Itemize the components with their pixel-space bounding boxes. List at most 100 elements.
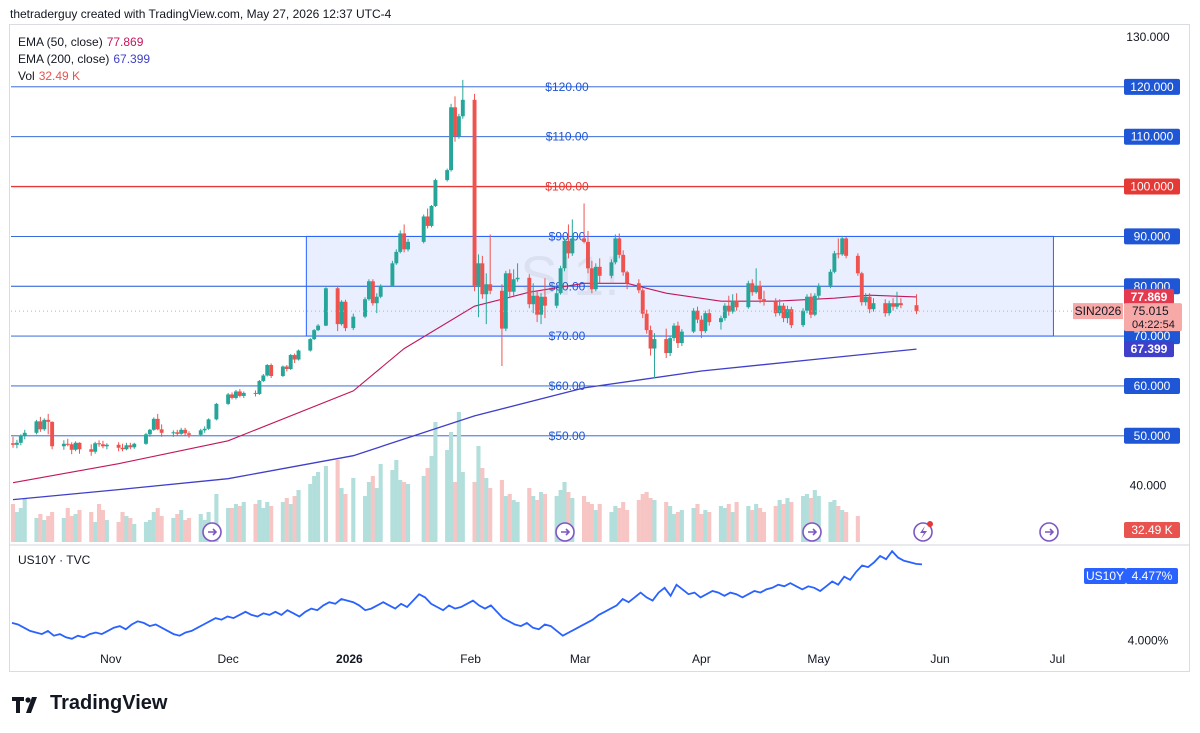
- candle-body: [883, 303, 888, 314]
- candle: [789, 306, 794, 329]
- candle-body: [582, 238, 587, 242]
- candle-body: [730, 300, 735, 312]
- candle-body: [65, 443, 70, 445]
- volume-bar: [179, 510, 184, 542]
- event-marker-arrow: [1045, 528, 1055, 536]
- event-marker-icon[interactable]: [1039, 522, 1059, 542]
- candle: [406, 238, 411, 252]
- candle: [675, 321, 680, 349]
- legend-us10y[interactable]: US10Y · TVC: [18, 553, 90, 567]
- candle-body: [586, 241, 590, 269]
- us10y-value: 4.477%: [1132, 569, 1173, 583]
- candle: [22, 429, 27, 440]
- volume-bar: [292, 496, 297, 542]
- volume-bar: [640, 494, 645, 542]
- candle-body: [773, 301, 778, 314]
- candle-body: [296, 350, 301, 360]
- candle: [46, 413, 51, 435]
- candle-body: [144, 434, 148, 444]
- candle: [179, 427, 184, 435]
- volume-bar: [257, 500, 262, 542]
- legend-vol[interactable]: Vol 32.49 K: [18, 69, 80, 83]
- candle: [499, 284, 504, 367]
- candle: [781, 303, 786, 323]
- candle-body: [433, 180, 438, 206]
- price-tag-ema50-bg: [1124, 288, 1174, 305]
- candle: [719, 315, 723, 330]
- candle-body: [719, 318, 723, 323]
- level-label-120: $120.00: [545, 80, 589, 94]
- price-tag-ema200-bg: [1124, 341, 1174, 358]
- volume-bar: [233, 504, 239, 542]
- candle: [261, 373, 266, 382]
- candle: [38, 416, 43, 432]
- candle: [730, 294, 735, 314]
- event-marker-icon[interactable]: [802, 522, 822, 542]
- volume-bar: [781, 504, 786, 542]
- legend-ema50[interactable]: EMA (50, close) 77.869: [18, 35, 143, 49]
- volume-bar: [648, 498, 653, 542]
- volume-bar: [100, 510, 106, 542]
- volume-bar: [617, 508, 622, 542]
- candle: [449, 103, 454, 172]
- event-marker-icon[interactable]: [555, 522, 575, 542]
- candle: [14, 439, 19, 449]
- y-tick-label-50: 50.000: [1134, 429, 1171, 443]
- volume-bar: [585, 502, 591, 542]
- candle-body: [648, 330, 653, 349]
- volume-bar: [159, 516, 164, 542]
- y-tick-bg-90: [1124, 228, 1180, 245]
- candle-body: [542, 296, 547, 306]
- candle: [726, 295, 731, 316]
- candle: [206, 418, 211, 430]
- candle-body: [484, 284, 489, 295]
- price-tag-ema200: 67.399: [1131, 342, 1168, 356]
- candle-body: [449, 107, 454, 171]
- candle-body: [597, 266, 602, 276]
- candle-body: [187, 433, 191, 435]
- candle-body: [288, 355, 293, 370]
- symbol-tag-label: SIN2026: [1075, 304, 1122, 318]
- volume-bar: [535, 500, 540, 542]
- volume-bar: [269, 506, 274, 542]
- lightning-marker-icon[interactable]: [913, 521, 933, 542]
- candle-body: [339, 301, 344, 325]
- candle-body: [257, 380, 262, 394]
- volume-bar: [542, 494, 548, 542]
- price-tag-ema50: 77.869: [1131, 290, 1168, 304]
- volume-bar: [609, 512, 614, 542]
- candle-body: [554, 293, 559, 306]
- candle-body: [155, 418, 160, 430]
- candle: [226, 392, 231, 405]
- volume-bar: [582, 496, 587, 542]
- volume-bar: [308, 484, 313, 542]
- volume-bar: [351, 478, 356, 542]
- volume-bar: [476, 446, 481, 542]
- legend-vol-label: Vol: [18, 69, 35, 83]
- candle-body: [570, 238, 575, 254]
- candle: [511, 269, 516, 296]
- candle-body: [644, 313, 649, 331]
- volume-bar: [589, 504, 594, 542]
- candle-body: [480, 263, 485, 295]
- volume-bar: [621, 502, 626, 542]
- candle-body: [828, 271, 833, 286]
- candle: [151, 417, 156, 431]
- volume-bar: [499, 480, 504, 542]
- volume-bar: [366, 482, 371, 542]
- event-marker-icon[interactable]: [202, 522, 222, 542]
- candle: [586, 230, 590, 274]
- candle-body: [159, 429, 164, 433]
- tradingview-logo[interactable]: TradingView: [12, 692, 167, 715]
- volume-bar: [284, 498, 289, 542]
- candle-body: [179, 429, 184, 434]
- volume-bar: [237, 506, 242, 542]
- candle: [844, 236, 849, 259]
- legend-ema200[interactable]: EMA (200, close) 67.399: [18, 52, 150, 66]
- volume-bar: [734, 502, 739, 542]
- candle-body: [456, 116, 461, 137]
- volume-bar: [69, 516, 74, 542]
- candle: [370, 279, 375, 306]
- volume-bar: [625, 510, 630, 542]
